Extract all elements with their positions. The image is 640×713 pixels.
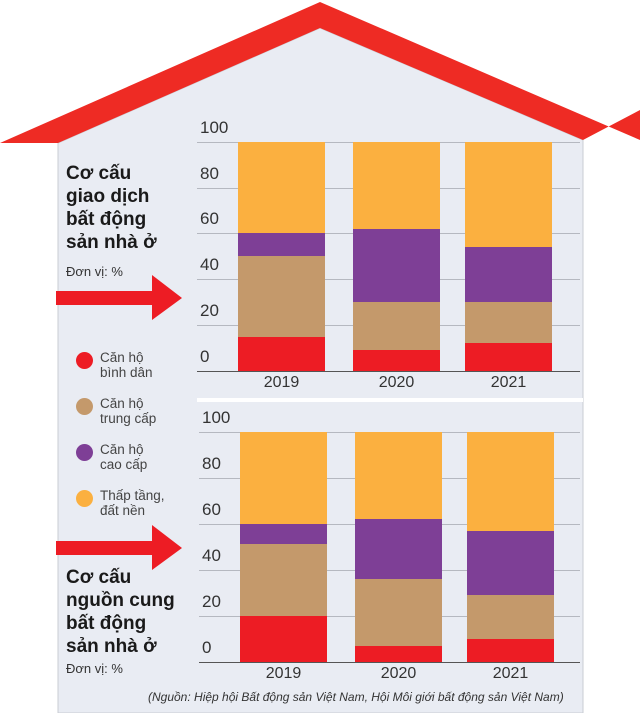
x-axis [197,371,580,372]
bar-segment-2019-0 [240,615,327,662]
bar-segment-2019-1 [240,544,327,616]
title-line: sản nhà ở [66,636,157,657]
bar-segment-2021-2 [467,530,554,595]
legend-dot-orange [76,490,93,507]
legend-label: Căn hộ [100,350,144,365]
arrow-top [56,275,182,320]
bar-segment-2020-3 [355,431,442,520]
x-axis [199,661,580,663]
y-tick-label: 80 [202,453,221,473]
bar-segment-2020-2 [353,228,440,303]
bar-segment-2021-0 [465,343,552,371]
legend-item: Căn hộ bình dân [76,350,165,396]
chart-divider [197,398,583,402]
y-tick-label: 80 [200,163,219,183]
bar-segment-2019-1 [238,256,325,337]
chart1-title: Cơ cấu giao dịch bất động sản nhà ở [66,162,196,254]
y-tick-label: 40 [200,255,219,275]
title-line: nguồn cung [66,590,175,611]
legend-label: cao cấp [100,457,148,472]
x-tick-label: 2019 [263,374,300,391]
bar-segment-2020-2 [355,519,442,579]
legend-item: Thấp tầng, đất nền [76,488,165,534]
bar-segment-2019-0 [238,336,325,371]
arrow-bottom [56,525,182,570]
y-tick-label: 40 [202,545,221,565]
bar-segment-2019-3 [238,141,325,234]
bar-segment-2021-3 [465,141,552,248]
legend-label: Thấp tầng, [100,488,165,503]
bar-segment-2021-2 [465,247,552,303]
bar-segment-2020-0 [355,645,442,662]
bar-segment-2020-0 [353,350,440,371]
title-line: giao dịch [66,186,150,207]
bar-segment-2019-2 [240,523,327,545]
legend-dot-tan [76,398,93,415]
bar-segment-2020-1 [353,302,440,351]
title-line: Cơ cấu [66,567,132,588]
legend: Căn hộ bình dân Căn hộ trung cấp Căn hộ cao… [76,350,165,534]
bar-segment-2019-2 [238,233,325,257]
bar-segment-2021-1 [467,595,554,639]
x-tick-label: 2020 [378,374,415,391]
chart2-title: Cơ cấu nguồn cung bất động sản nhà ở [66,566,196,658]
y-tick-label: 100 [202,407,231,427]
legend-dot-purple [76,444,93,461]
y-tick-label: 20 [202,591,221,611]
y-tick-label: 60 [200,209,219,229]
bar-segment-2020-1 [355,578,442,646]
y-tick-label: 100 [200,117,229,137]
roof [0,2,640,143]
source-note: (Nguồn: Hiệp hội Bất động sản Việt Nam, … [148,690,564,704]
legend-item: Căn hộ cao cấp [76,442,165,488]
x-tick-label: 2021 [490,374,527,391]
bar-segment-2021-3 [467,431,554,531]
x-tick-label: 2021 [492,664,529,682]
title-line: bất động [66,209,147,230]
legend-label: đất nền [100,503,146,518]
legend-dot-red [76,352,93,369]
y-tick-label: 0 [202,637,212,657]
legend-label: Căn hộ [100,396,144,411]
title-line: bất động [66,613,147,634]
legend-item: Căn hộ trung cấp [76,396,165,442]
chart1-unit: Đơn vị: % [66,264,123,279]
legend-label: Căn hộ [100,442,144,457]
chart2-unit: Đơn vị: % [66,661,123,676]
y-tick-label: 0 [200,347,210,366]
x-tick-label: 2020 [380,664,417,682]
y-tick-label: 20 [200,301,219,321]
title-line: sản nhà ở [66,232,157,253]
title-line: Cơ cấu [66,163,132,184]
legend-label: trung cấp [100,411,157,426]
bar-segment-2020-3 [353,141,440,229]
x-tick-label: 2019 [265,664,302,682]
legend-label: bình dân [100,365,153,380]
bar-segment-2021-0 [467,638,554,662]
bar-segment-2021-1 [465,302,552,344]
y-tick-label: 60 [202,499,221,519]
bar-segment-2019-3 [240,431,327,524]
